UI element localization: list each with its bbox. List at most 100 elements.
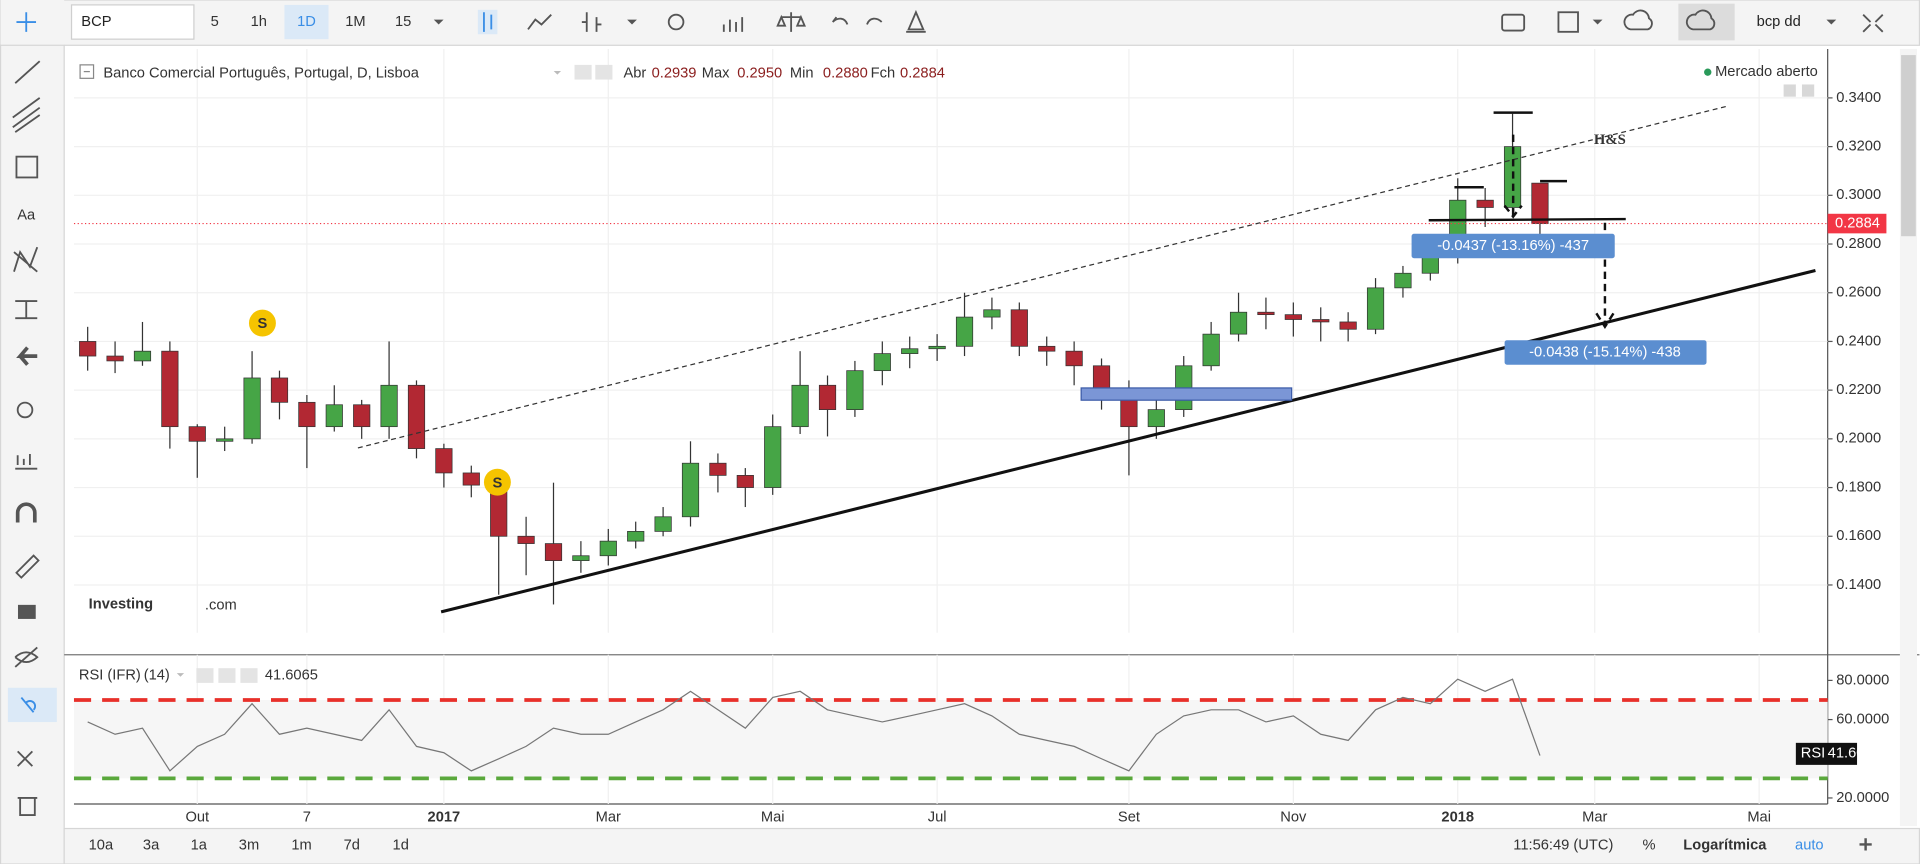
rsi-band bbox=[73, 699, 1828, 779]
candle-body bbox=[928, 345, 946, 350]
caret[interactable] bbox=[1826, 19, 1837, 25]
candle-body bbox=[627, 531, 645, 542]
range-button[interactable]: 7d bbox=[344, 838, 360, 854]
camera-icon[interactable] bbox=[1501, 13, 1526, 32]
ohlc-label: Abr bbox=[623, 65, 646, 81]
gear-icon[interactable] bbox=[1859, 838, 1872, 851]
candle-body bbox=[1092, 365, 1111, 391]
interval[interactable]: 5 bbox=[211, 14, 219, 30]
interval[interactable]: 1D bbox=[297, 14, 316, 30]
range-button[interactable]: 1a bbox=[191, 838, 208, 854]
magnet-tool[interactable] bbox=[15, 502, 37, 523]
interval[interactable]: 1h bbox=[251, 14, 267, 30]
y-tick-label: 0.1600 bbox=[1836, 528, 1881, 544]
percent-button[interactable]: % bbox=[1642, 838, 1655, 854]
alert-icon[interactable] bbox=[906, 9, 926, 33]
candle-body bbox=[79, 341, 97, 357]
pattern-tool[interactable] bbox=[13, 246, 39, 273]
candle-body bbox=[188, 426, 206, 442]
candle-body bbox=[216, 438, 234, 442]
x-tick-label: 7 bbox=[303, 809, 311, 825]
settings-icon[interactable] bbox=[595, 64, 613, 80]
interval[interactable]: 15 bbox=[395, 14, 411, 30]
title-caret[interactable] bbox=[553, 70, 562, 75]
scroll-thumb[interactable] bbox=[1901, 55, 1916, 237]
zoom-tool[interactable] bbox=[16, 401, 34, 419]
shoulder-lines bbox=[1454, 111, 1568, 189]
caret[interactable] bbox=[1592, 19, 1603, 25]
trash-icon[interactable] bbox=[17, 796, 38, 816]
pane-button[interactable] bbox=[1801, 84, 1815, 97]
measure-tool[interactable] bbox=[15, 300, 38, 320]
text-tool[interactable]: Aa bbox=[17, 207, 36, 223]
candle-body bbox=[1010, 309, 1028, 347]
pattern-label: H&S bbox=[1594, 132, 1626, 148]
undo-redo[interactable] bbox=[831, 16, 883, 25]
trend-tool[interactable] bbox=[14, 60, 41, 84]
layout-name[interactable]: bcp dd bbox=[1757, 14, 1801, 30]
auto-button[interactable]: auto bbox=[1795, 838, 1824, 854]
candle-type[interactable] bbox=[477, 9, 498, 35]
pencil-tool[interactable] bbox=[15, 554, 40, 579]
x-tick-label: Set bbox=[1118, 809, 1140, 825]
bars-icon[interactable] bbox=[581, 12, 602, 32]
logo-suffix: .com bbox=[205, 598, 237, 614]
pane-button[interactable] bbox=[1783, 84, 1796, 97]
hide-tool[interactable] bbox=[14, 646, 39, 668]
candle-body bbox=[1202, 333, 1220, 367]
eye-icon[interactable] bbox=[574, 64, 592, 80]
rsi-tick-label: 80.0000 bbox=[1836, 672, 1889, 688]
x-tick-label: Mai bbox=[1747, 809, 1771, 825]
candle-body bbox=[846, 370, 864, 410]
measure-label: -0.0437 (-13.16%) -437 bbox=[1437, 238, 1589, 254]
cloud-down[interactable] bbox=[1623, 9, 1653, 31]
eye-icon[interactable] bbox=[196, 668, 214, 683]
range-button[interactable]: 3m bbox=[239, 838, 259, 854]
split-marker[interactable] bbox=[248, 309, 276, 337]
range-button[interactable]: 3a bbox=[143, 838, 160, 854]
zone-box bbox=[1080, 387, 1293, 401]
settings-icon[interactable] bbox=[218, 668, 236, 683]
left-toolbar bbox=[0, 44, 65, 864]
lock-tool[interactable] bbox=[17, 604, 36, 619]
arrow-tool[interactable] bbox=[16, 346, 38, 366]
save-button[interactable] bbox=[1678, 3, 1735, 41]
indicator-icon[interactable] bbox=[527, 14, 552, 30]
y-tick-label: 0.3200 bbox=[1836, 138, 1881, 154]
split-marker[interactable] bbox=[483, 468, 511, 496]
candle-body bbox=[298, 401, 316, 428]
tools-icon[interactable] bbox=[17, 750, 34, 767]
interval-caret[interactable] bbox=[433, 19, 444, 25]
link-button[interactable] bbox=[7, 687, 57, 723]
series-title: Banco Comercial Português, Portugal, D, … bbox=[103, 65, 419, 81]
candle-body bbox=[435, 448, 453, 474]
log-button[interactable]: Logarítmica bbox=[1683, 838, 1767, 854]
measure-label: -0.0438 (-15.14%) -438 bbox=[1529, 344, 1681, 360]
range-button[interactable]: 1m bbox=[291, 838, 311, 854]
rsi-tick-label: 60.0000 bbox=[1836, 711, 1889, 727]
compare-icon[interactable] bbox=[722, 17, 744, 32]
y-tick-label: 0.3000 bbox=[1836, 187, 1881, 203]
balance-icon[interactable] bbox=[776, 12, 806, 32]
layout-box[interactable] bbox=[1557, 11, 1579, 33]
last-price-label: 0.2884 bbox=[1835, 215, 1880, 231]
fullscreen-icon[interactable] bbox=[1862, 14, 1884, 33]
interval[interactable]: 1M bbox=[345, 14, 365, 30]
ruler-tool[interactable] bbox=[15, 454, 38, 470]
candle-body bbox=[1284, 314, 1302, 320]
pitchfork-tool[interactable] bbox=[12, 97, 41, 133]
caret[interactable] bbox=[627, 19, 637, 25]
candle-body bbox=[380, 384, 398, 428]
y-tick-label: 0.2200 bbox=[1836, 382, 1881, 398]
settings-icon[interactable] bbox=[667, 13, 685, 31]
candle-body bbox=[955, 316, 974, 347]
collapse-box[interactable] bbox=[79, 64, 95, 79]
rsi-caret[interactable] bbox=[176, 673, 185, 677]
range-button[interactable]: 1d bbox=[393, 838, 409, 854]
shape-tool[interactable] bbox=[15, 155, 39, 179]
close-icon[interactable] bbox=[240, 668, 258, 683]
market-dot bbox=[1704, 68, 1712, 76]
symbol-input[interactable] bbox=[70, 4, 195, 40]
rsi-period: (14) bbox=[144, 667, 170, 683]
range-button[interactable]: 10a bbox=[89, 838, 114, 854]
